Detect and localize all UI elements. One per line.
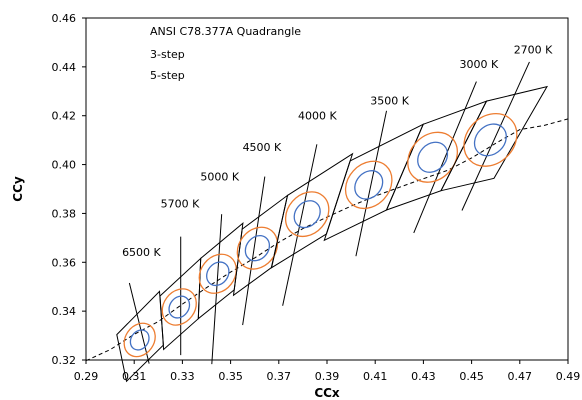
five-step-ellipse [407,131,458,183]
five-step-ellipse [344,160,393,210]
y-tick-label: 0.46 [52,12,77,25]
planckian-locus [85,118,569,362]
x-tick-label: 0.39 [315,370,340,383]
isotemperature-line [461,61,530,211]
five-step-ellipse [161,288,197,326]
x-tick-label: 0.43 [411,370,436,383]
three-step-ellipse [473,123,507,157]
x-tick-label: 0.35 [218,370,243,383]
legend-quadrangle: ANSI C78.377A Quadrangle [150,25,301,38]
three-step-ellipse [206,261,230,287]
y-tick-label: 0.36 [52,256,77,269]
x-tick-label: 0.49 [556,370,581,383]
quadrangle [232,194,289,297]
y-tick-label: 0.34 [52,305,77,318]
three-step-ellipse [354,170,384,200]
cct-label: 5000 K [200,170,239,183]
x-tick-label: 0.47 [508,370,533,383]
five-step-ellipse [463,112,518,167]
five-step-ellipse [236,226,279,270]
y-tick-label: 0.40 [52,159,77,172]
cct-label: 3000 K [459,58,498,71]
legend: ANSI C78.377A Quadrangle 3-step 5-step [150,25,301,82]
x-tick-label: 0.37 [267,370,292,383]
three-step-ellipse [417,141,449,173]
three-step-ellipse [244,234,271,262]
legend-3-step: 3-step [150,48,185,61]
cct-label: 3500 K [370,95,409,108]
isotemperature-line [242,176,266,326]
y-tick-label: 0.32 [52,354,77,367]
y-tick-label: 0.44 [52,61,77,74]
quadrangle [323,123,425,242]
five-step-ellipse [284,191,330,238]
quadrangle [385,100,488,211]
three-step-ellipse [129,329,150,351]
five-step-ellipse [123,322,156,358]
x-tick-label: 0.29 [74,370,99,383]
quadrangles [116,61,549,383]
three-step-ellipse [293,200,321,229]
legend-5-step: 5-step [150,69,185,82]
three-step-ellipse [168,295,191,319]
y-axis-title: CCy [11,176,25,202]
x-tick-label: 0.45 [459,370,484,383]
isotemperature-line [282,144,318,306]
quadrangle [440,85,549,192]
cct-labels: 6500 K 5700 K 5000 K 4500 K 4000 K 3500 K 3000… [122,43,553,259]
x-axis-title: CCx [314,386,340,400]
isotemperature-line [211,214,223,365]
isotemperature-line [355,110,388,257]
quadrangle [116,290,164,383]
cct-label: 4500 K [243,141,282,154]
five-step-ellipse [198,253,237,294]
cct-label: 2700 K [514,43,553,56]
planckian-locus-line [85,118,569,362]
cct-label: 5700 K [161,197,200,210]
isotemperature-line [413,81,477,234]
cct-label: 6500 K [122,246,161,259]
cct-label: 4000 K [298,109,337,122]
x-tick-label: 0.33 [170,370,195,383]
y-tick-label: 0.42 [52,110,77,123]
y-tick-label: 0.38 [52,207,77,220]
x-tick-label: 0.41 [363,370,388,383]
plot-axes: 0.29 0.31 0.33 0.35 0.37 0.39 0.41 0.43 0.45 0.47… [52,12,581,383]
